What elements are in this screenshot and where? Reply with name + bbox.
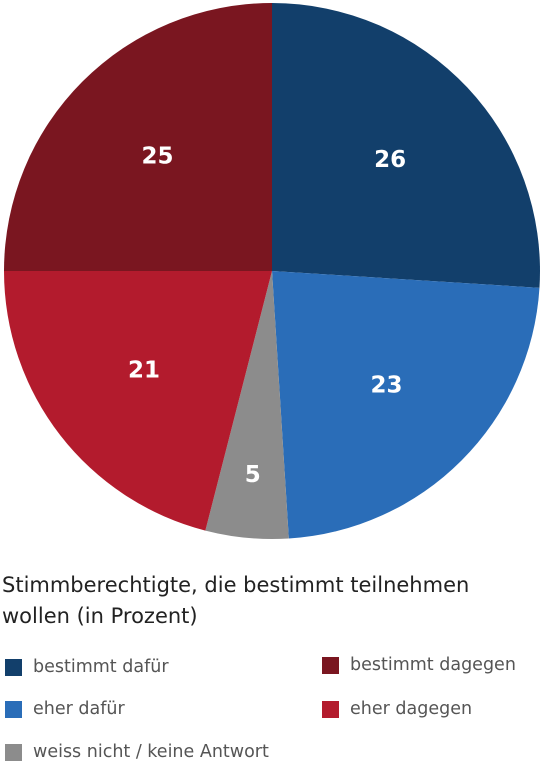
pie-slice-eher-dagegen <box>4 271 272 531</box>
pie-data-labels: 26 23 5 21 25 <box>128 143 406 488</box>
legend-item-bestimmt-dagegen: bestimmt dagegen <box>322 654 516 676</box>
data-label-bestimmt-dagegen: 25 <box>141 143 173 169</box>
chart-title: Stimmberechtigte, die bestimmt teilnehme… <box>2 573 470 628</box>
legend-swatch <box>5 700 22 718</box>
legend-label: bestimmt dafür <box>33 657 169 677</box>
data-label-eher-daf-r: 23 <box>371 373 403 399</box>
legend-item-eher-dafuer: eher dafür <box>5 698 125 720</box>
pie-slices <box>4 3 540 539</box>
data-label-bestimmt-daf-r: 26 <box>374 147 406 173</box>
legend-swatch <box>5 743 22 761</box>
pie-slice-bestimmt-dagegen <box>4 3 272 271</box>
legend-label: weiss nicht / keine Antwort <box>33 742 269 762</box>
pie-slice-bestimmt-daf-r <box>272 3 540 288</box>
legend-swatch <box>5 658 22 676</box>
data-label-weiss-nicht-keine-antwort: 5 <box>245 462 261 488</box>
legend-swatch <box>322 656 339 674</box>
legend-item-weiss-nicht: weiss nicht / keine Antwort <box>5 741 269 763</box>
legend-item-eher-dagegen: eher dagegen <box>322 698 472 720</box>
pie-chart: 26 23 5 21 25 <box>4 3 540 539</box>
legend-swatch <box>322 700 339 718</box>
legend-label: bestimmt dagegen <box>350 655 516 675</box>
legend-label: eher dagegen <box>350 699 473 719</box>
pie-slice-weiss-nicht-keine-antwort <box>205 271 289 539</box>
legend-label: eher dafür <box>33 699 125 719</box>
legend-item-bestimmt-dafuer: bestimmt dafür <box>5 656 169 678</box>
pie-slice-eher-daf-r <box>272 271 540 539</box>
data-label-eher-dagegen: 21 <box>128 357 160 383</box>
